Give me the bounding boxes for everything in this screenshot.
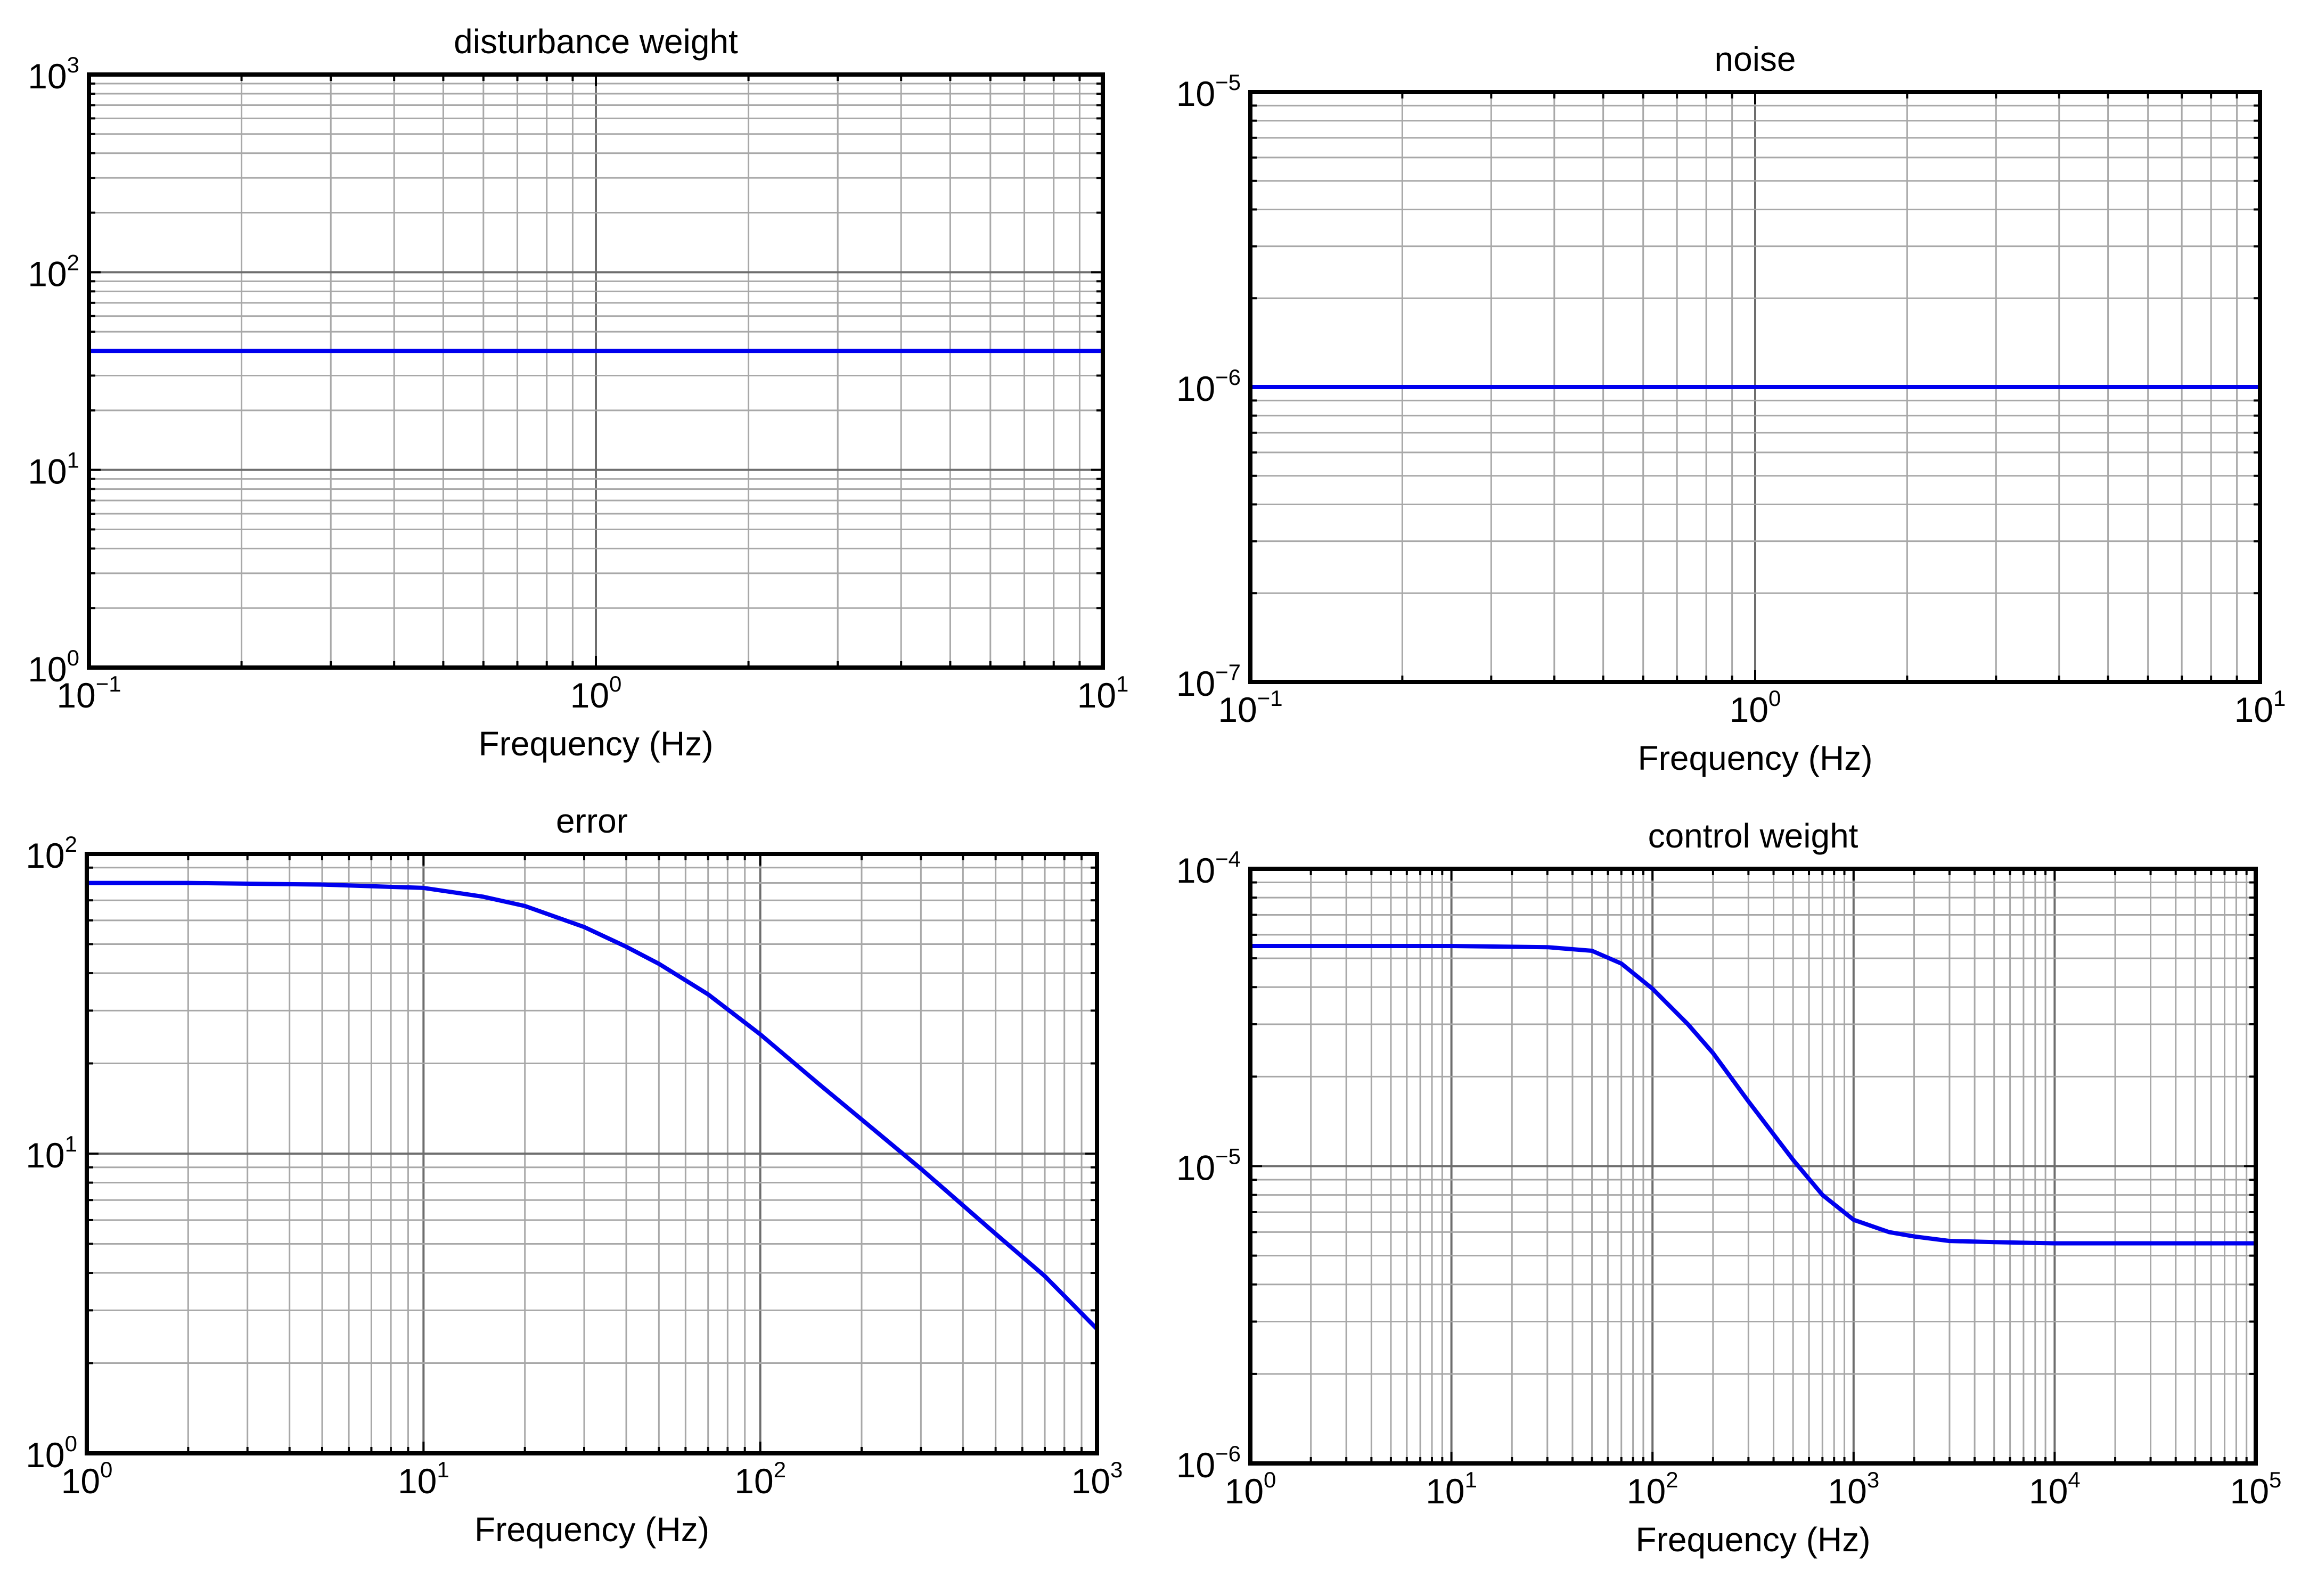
- y-tick-label: 10−6: [1176, 365, 1241, 408]
- series-line-0: [1248, 944, 2258, 1246]
- axes-frame: [85, 852, 1099, 1455]
- series-line-0: [85, 881, 1099, 1331]
- x-tick-label: 10−1: [1218, 686, 1282, 729]
- y-tick-label: 10−5: [1176, 1144, 1241, 1188]
- chart-2: 100 101 102 103 100 101 102 error Frequency (Hz): [26, 802, 1123, 1549]
- y-grid: [1250, 882, 2256, 1375]
- x-tick-label: 101: [1426, 1467, 1477, 1511]
- x-tick-label: 103: [1828, 1467, 1879, 1511]
- x-tick-label: 104: [2029, 1467, 2081, 1511]
- x-tick-label: 100: [1730, 686, 1781, 729]
- x-tick-label: 102: [1627, 1467, 1678, 1511]
- x-grid: [241, 75, 1080, 668]
- x-tick-label: 103: [1071, 1457, 1123, 1501]
- x-tick-label: 101: [2234, 686, 2286, 729]
- chart-title: control weight: [1648, 817, 1858, 855]
- x-axis-label: Frequency (Hz): [479, 725, 714, 763]
- chart-1: 10−1 100 101 10−7 10−6 10−5 noise Frequency (Hz…: [1176, 40, 2286, 777]
- chart-title: noise: [1715, 40, 1796, 78]
- y-tick-label: 102: [28, 250, 79, 293]
- y-tick-label: 103: [28, 52, 79, 96]
- y-grid: [89, 83, 1103, 609]
- y-tick-label: 10−4: [1176, 846, 1241, 890]
- x-axis-label: Frequency (Hz): [1636, 1520, 1871, 1559]
- y-tick-label: 100: [26, 1431, 77, 1475]
- y-tick-label: 10−7: [1176, 660, 1241, 703]
- y-grid: [87, 867, 1097, 1364]
- y-tick-label: 102: [26, 832, 77, 875]
- x-tick-label: 101: [1077, 671, 1129, 715]
- x-tick-label: 100: [61, 1457, 113, 1501]
- axes-frame: [1248, 867, 2258, 1466]
- x-axis-label: Frequency (Hz): [1638, 739, 1873, 777]
- x-tick-label: 100: [570, 671, 622, 715]
- x-tick-label: 101: [398, 1457, 449, 1501]
- x-tick-label: 100: [1225, 1467, 1276, 1511]
- axes-frame: [1248, 90, 2262, 684]
- x-tick-label: 102: [734, 1457, 786, 1501]
- y-tick-label: 101: [26, 1131, 77, 1175]
- axes-frame: [87, 72, 1105, 670]
- x-axis-label: Frequency (Hz): [474, 1510, 709, 1549]
- y-tick-label: 10−6: [1176, 1441, 1241, 1485]
- x-tick-label: 10−1: [56, 671, 121, 715]
- y-tick-label: 10−5: [1176, 70, 1241, 113]
- y-tick-label: 101: [28, 448, 79, 491]
- chart-3: 100 101 102 103 104 105 10−6 10−5 10−4 control we…: [1176, 817, 2282, 1559]
- y-tick-label: 100: [28, 645, 79, 689]
- chart-title: disturbance weight: [454, 22, 738, 61]
- chart-title: error: [556, 802, 628, 840]
- x-tick-label: 105: [2230, 1467, 2282, 1511]
